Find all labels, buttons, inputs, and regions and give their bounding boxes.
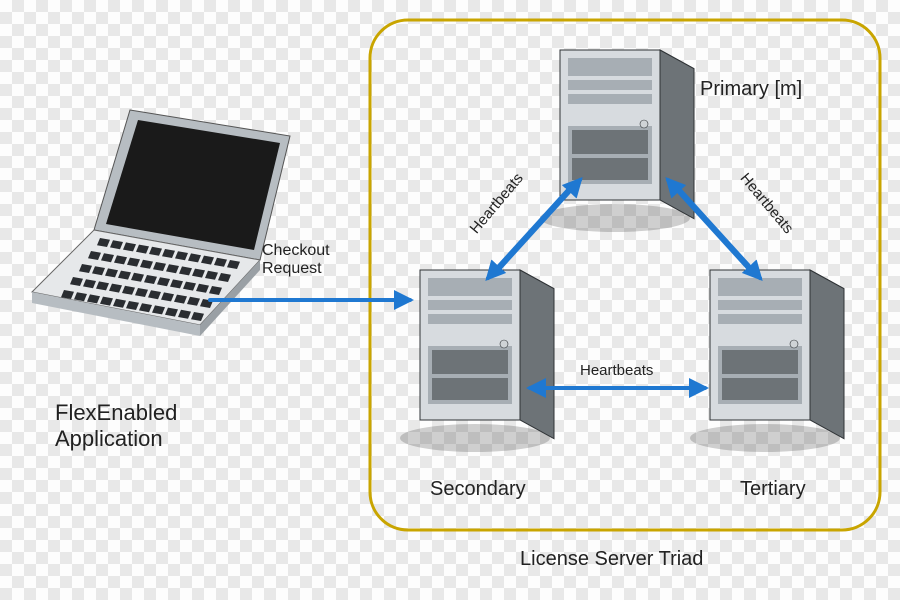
- server-secondary-icon: [400, 270, 554, 452]
- triad-group-box: [370, 20, 880, 530]
- arrow-heartbeat-pt-a: [680, 190, 760, 278]
- arrow-heartbeat-pt-b: [668, 180, 748, 268]
- arrow-heartbeat-ps-label: Heartbeats: [467, 170, 527, 237]
- laptop-icon: [32, 110, 290, 336]
- server-primary-label: Primary [m]: [700, 78, 802, 101]
- group-title: License Server Triad: [520, 548, 703, 571]
- server-secondary-label: Secondary: [430, 478, 526, 501]
- server-tertiary-icon: [690, 270, 844, 452]
- server-primary-icon: [540, 50, 694, 232]
- arrow-heartbeat-pt-label: Heartbeats: [737, 170, 797, 237]
- laptop-label: FlexEnabled Application: [55, 400, 177, 452]
- arrow-heartbeat-st-label: Heartbeats: [580, 362, 653, 379]
- server-tertiary-label: Tertiary: [740, 478, 806, 501]
- diagram-stage: FlexEnabled Application License Server T…: [0, 0, 900, 600]
- arrow-checkout-label: Checkout Request: [262, 242, 330, 278]
